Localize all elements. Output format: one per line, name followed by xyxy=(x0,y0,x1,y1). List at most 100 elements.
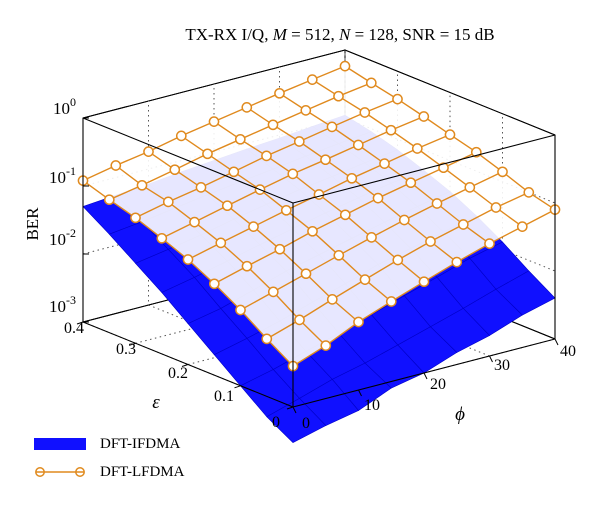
z-tick-label: 10-2 xyxy=(49,226,76,249)
lfdma-surface-patch xyxy=(214,266,274,310)
x-axis-label: ϕ xyxy=(455,404,465,425)
lfdma-marker xyxy=(241,102,253,113)
lfdma-marker xyxy=(300,268,312,280)
lfdma-marker xyxy=(464,182,476,193)
lfdma-marker xyxy=(293,136,305,147)
y-tick-mark xyxy=(234,385,241,389)
z-tick-base: 10 xyxy=(49,297,66,316)
lfdma-marker xyxy=(235,304,246,316)
x-tick-mark xyxy=(489,355,493,363)
lfdma-marker xyxy=(392,254,404,266)
z-tick-exp: -3 xyxy=(66,293,76,307)
lfdma-marker xyxy=(438,162,449,174)
lfdma-marker xyxy=(444,129,456,140)
box-edge xyxy=(82,117,294,204)
lfdma-marker xyxy=(287,168,299,180)
z-tick-label: 100 xyxy=(53,95,76,118)
z-tick-base: 10 xyxy=(49,168,66,187)
lfdma-marker xyxy=(280,204,292,216)
z-tick-exp: -2 xyxy=(66,226,76,240)
lfdma-marker xyxy=(234,133,246,145)
lfdma-marker xyxy=(320,340,332,351)
lfdma-marker xyxy=(379,158,390,169)
lfdma-marker xyxy=(326,121,338,133)
lfdma-marker xyxy=(418,111,430,122)
y-tick-mark xyxy=(129,342,136,346)
x-tick-label: 40 xyxy=(560,343,576,360)
title-part-2: = 512, xyxy=(287,25,339,44)
y-tick-label: 0.3 xyxy=(116,341,136,358)
legend-swatch-lfdma xyxy=(35,467,85,477)
lfdma-marker xyxy=(306,74,318,85)
lfdma-marker xyxy=(182,254,194,265)
ifdma-surface-patch xyxy=(266,398,327,443)
lfdma-marker xyxy=(162,196,174,208)
lfdma-marker xyxy=(431,198,443,209)
x-tick-mark xyxy=(358,389,362,397)
lfdma-marker xyxy=(366,232,377,243)
y-tick-label: 0.4 xyxy=(64,320,84,337)
lfdma-marker xyxy=(208,278,220,290)
surface-layer xyxy=(77,60,561,443)
lfdma-marker xyxy=(294,314,305,326)
title-var-n: N xyxy=(338,25,352,44)
lfdma-marker xyxy=(202,148,213,160)
x-tick-labels: 0 10 20 30 40 xyxy=(302,343,576,432)
y-tick-label: 0.1 xyxy=(214,388,234,405)
lfdma-marker xyxy=(241,260,253,272)
lfdma-marker xyxy=(365,77,377,89)
lfdma-marker xyxy=(418,276,430,288)
lfdma-marker xyxy=(425,236,436,247)
lfdma-marker xyxy=(398,214,410,226)
z-tick-label: 10-3 xyxy=(49,293,76,316)
lfdma-marker xyxy=(346,172,358,184)
ifdma-swatch-fill xyxy=(34,438,86,450)
z-tick-base: 10 xyxy=(49,230,66,249)
lfdma-marker xyxy=(156,232,168,244)
lfdma-marker xyxy=(267,286,279,298)
lfdma-marker xyxy=(320,154,331,166)
lfdma-marker xyxy=(490,202,502,213)
y-tick-mark xyxy=(181,364,189,367)
lfdma-marker xyxy=(359,107,371,118)
lfdma-marker xyxy=(333,249,345,261)
lfdma-marker xyxy=(385,124,397,136)
lfdma-swatch-marker xyxy=(35,467,45,477)
lfdma-swatch-marker xyxy=(75,467,85,477)
lfdma-marker xyxy=(143,146,154,157)
lfdma-marker xyxy=(221,200,233,212)
z-axis-label: BER xyxy=(23,207,42,241)
title-part-1: TX-RX I/Q, xyxy=(185,25,272,44)
lfdma-marker xyxy=(261,150,272,162)
x-tick-mark xyxy=(554,338,559,346)
lfdma-marker xyxy=(208,116,220,127)
lfdma-marker xyxy=(175,130,187,142)
lfdma-marker xyxy=(352,139,364,151)
lfdma-marker xyxy=(136,179,148,191)
lfdma-marker xyxy=(110,160,122,171)
legend: DFT-IFDMA DFT-LFDMA xyxy=(30,432,184,488)
x-tick-mark xyxy=(292,406,297,414)
z-tick-exp: 0 xyxy=(70,95,76,109)
chart-title: TX-RX I/Q, M = 512, N = 128, SNR = 15 dB xyxy=(185,25,494,44)
lfdma-marker xyxy=(333,90,344,102)
lfdma-marker xyxy=(353,316,364,328)
title-var-m: M xyxy=(272,25,288,44)
lfdma-marker xyxy=(372,192,384,204)
x-tick-mark xyxy=(423,372,428,380)
lfdma-marker xyxy=(457,219,469,230)
lfdma-marker xyxy=(300,105,312,116)
y-tick-label: 0 xyxy=(272,414,280,431)
x-tick-label: 0 xyxy=(302,415,310,432)
x-tick-label: 10 xyxy=(364,397,380,414)
lfdma-marker xyxy=(411,143,423,154)
lfdma-marker xyxy=(385,296,397,307)
lfdma-marker xyxy=(228,166,240,178)
x-tick-label: 30 xyxy=(494,357,510,374)
lfdma-marker xyxy=(307,225,318,237)
legend-item: DFT-IFDMA xyxy=(30,432,184,456)
lfdma-marker xyxy=(169,164,181,176)
lfdma-marker xyxy=(274,87,285,99)
y-tick-mark xyxy=(286,406,294,410)
lfdma-marker xyxy=(497,166,508,178)
